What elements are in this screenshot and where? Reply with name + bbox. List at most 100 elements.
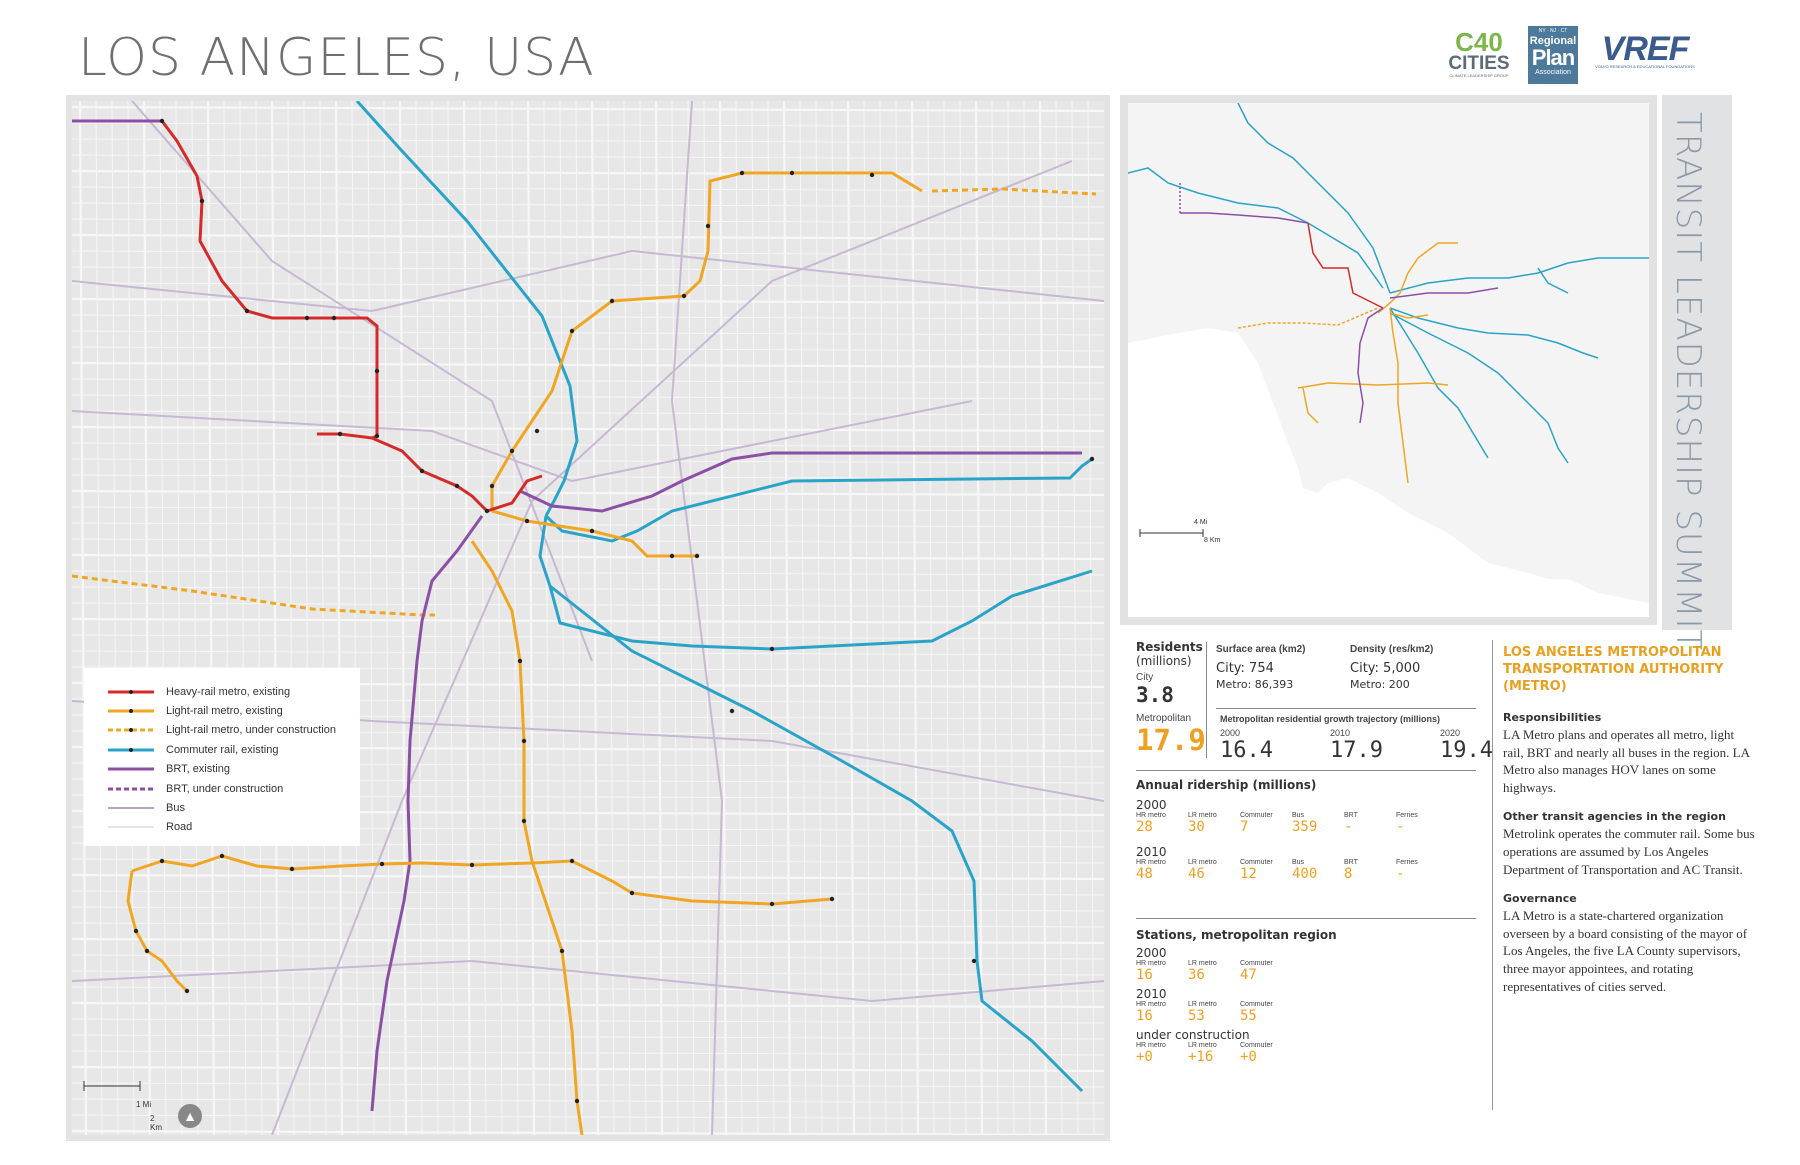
station-dot[interactable] <box>469 862 475 868</box>
station-dot[interactable] <box>669 553 675 559</box>
station-dot[interactable] <box>304 315 310 321</box>
bus-route <box>72 249 1104 313</box>
station-dot[interactable] <box>144 948 150 954</box>
station-dot[interactable] <box>589 528 595 534</box>
station-dot[interactable] <box>159 858 165 864</box>
mode-label: Bus <box>1292 859 1305 866</box>
station-dot[interactable] <box>559 948 565 954</box>
inset-heavy-rail-line <box>1307 222 1384 309</box>
road-line <box>72 666 1104 672</box>
station-dot[interactable] <box>133 928 139 934</box>
ridership-year: 2000 <box>1136 798 1167 812</box>
responsibilities-heading: Responsibilities <box>1503 711 1602 724</box>
road-line <box>671 101 679 1135</box>
road-line <box>72 522 1104 528</box>
road-line <box>687 101 695 1135</box>
inset-commuter-line <box>1127 167 1384 289</box>
brt-lines <box>72 119 1082 1112</box>
station-dot[interactable] <box>184 988 190 994</box>
mode-value: 48 <box>1136 866 1153 882</box>
station-dot[interactable] <box>789 170 795 176</box>
station-dot[interactable] <box>484 508 490 514</box>
legend-item-light-rail: Light-rail metro, existing <box>108 701 360 720</box>
density-block: Density (res/km2) City: 5,000 Metro: 200 <box>1350 644 1433 691</box>
station-dot[interactable] <box>159 118 165 124</box>
station-dot[interactable] <box>509 448 515 454</box>
legend-item-road: Road <box>108 818 360 837</box>
inset-brt-line <box>1357 307 1384 424</box>
regional-inset-map[interactable]: 4 Mi 8 Km <box>1120 95 1657 625</box>
station-dot[interactable] <box>769 901 775 907</box>
station-dot[interactable] <box>524 518 530 524</box>
mode-value: 8 <box>1344 866 1353 882</box>
mode-label: Commuter <box>1240 859 1273 866</box>
ridership-cell: BRT - <box>1344 812 1396 835</box>
road-line <box>223 101 231 1135</box>
inset-light-rail-line <box>1302 387 1319 424</box>
road-line <box>72 282 1104 288</box>
road-line <box>799 101 807 1135</box>
station-dot[interactable] <box>569 858 575 864</box>
station-dot[interactable] <box>419 468 425 474</box>
growth-year: 2020 <box>1440 728 1461 738</box>
road-line <box>72 617 1104 625</box>
station-dot[interactable] <box>219 853 225 859</box>
light-rail-line-gold <box>490 171 923 511</box>
station-dot[interactable] <box>489 483 495 489</box>
station-dot[interactable] <box>331 315 337 321</box>
legend-swatch-brt <box>108 767 154 771</box>
station-dot[interactable] <box>289 866 295 872</box>
station-dot[interactable] <box>829 896 835 902</box>
station-dot[interactable] <box>454 483 460 489</box>
stations-row: HR metro 16 LR metro 36 Commuter 47 <box>1136 960 1337 983</box>
road-line <box>462 101 472 1135</box>
station-dot[interactable] <box>244 308 250 314</box>
ridership-cell: LR metro 30 <box>1188 812 1240 835</box>
station-dot[interactable] <box>694 553 700 559</box>
mode-label: LR metro <box>1188 1042 1217 1049</box>
divider <box>1216 708 1476 709</box>
station-dot[interactable] <box>729 708 735 714</box>
station-dot[interactable] <box>869 172 875 178</box>
station-dot[interactable] <box>681 293 687 299</box>
road-line <box>72 250 1104 256</box>
road-line <box>1023 101 1031 1135</box>
commuter-rail-line <box>549 584 1084 1093</box>
station-dot[interactable] <box>574 1098 580 1104</box>
scale-mi-label: 1 Mi <box>136 1100 152 1109</box>
road-line <box>751 101 759 1135</box>
station-dot[interactable] <box>521 818 527 824</box>
station-dot[interactable] <box>739 170 745 176</box>
main-transit-map[interactable] <box>66 95 1110 1141</box>
station-dot[interactable] <box>534 428 540 434</box>
mode-label: HR metro <box>1136 1042 1166 1049</box>
ridership-cell: BRT 8 <box>1344 859 1396 882</box>
stations-cell: LR metro +16 <box>1188 1042 1240 1065</box>
road-line <box>72 442 1104 448</box>
side-band <box>1662 95 1732 630</box>
station-dot[interactable] <box>971 958 977 964</box>
governance-heading: Governance <box>1503 892 1577 906</box>
station-dot[interactable] <box>374 433 380 439</box>
growth-block: Metropolitan residential growth trajecto… <box>1220 714 1550 763</box>
station-dot[interactable] <box>521 738 527 744</box>
station-dot[interactable] <box>705 223 711 229</box>
density-label: Density (res/km2) <box>1350 644 1434 655</box>
road-line <box>943 101 951 1135</box>
road-line <box>270 101 280 1135</box>
station-dot[interactable] <box>609 298 615 304</box>
station-dot[interactable] <box>379 861 385 867</box>
road-line <box>639 101 647 1135</box>
mode-value: 55 <box>1240 1008 1257 1024</box>
station-dot[interactable] <box>769 646 775 652</box>
station-dot[interactable] <box>629 890 635 896</box>
station-dot[interactable] <box>569 328 575 334</box>
road-line <box>72 1001 1104 1009</box>
station-dot[interactable] <box>1089 456 1095 462</box>
residents-label: Residents <box>1136 640 1203 654</box>
station-dot[interactable] <box>374 368 380 374</box>
station-dot[interactable] <box>337 431 343 437</box>
inset-ocean <box>1128 328 1649 617</box>
station-dot[interactable] <box>199 198 205 204</box>
station-dot[interactable] <box>517 658 523 664</box>
